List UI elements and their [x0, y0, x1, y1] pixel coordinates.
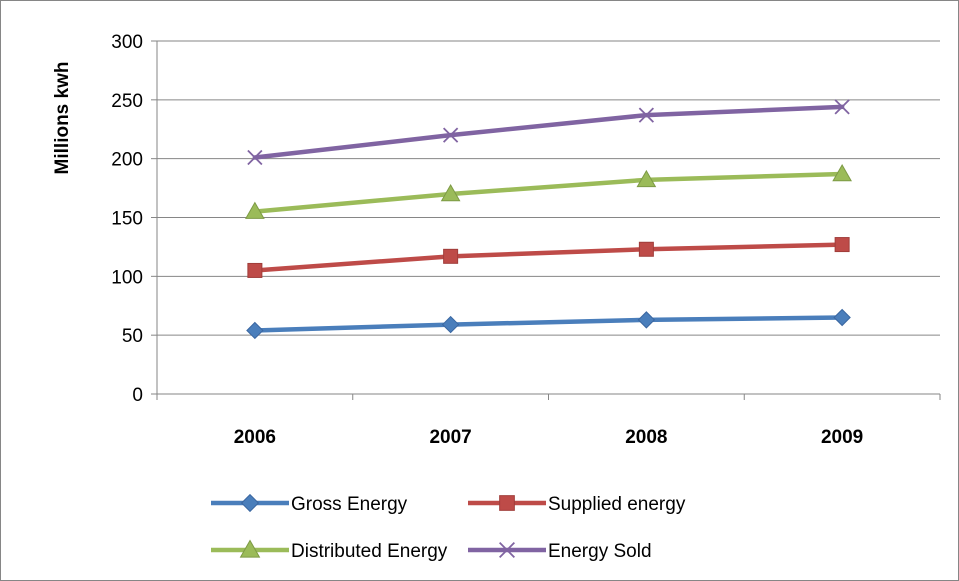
x-axis-ticks: 2006 2007 2008 2009: [156, 394, 941, 448]
y-tick-label: 0: [132, 385, 143, 406]
legend: Gross Energy Supplied energy Distributed E…: [211, 493, 686, 562]
data-point: [440, 183, 461, 202]
y-tick-label: 150: [111, 209, 143, 230]
y-tick-label: 250: [111, 91, 143, 112]
data-point: [834, 237, 850, 253]
y-tick-label: 300: [111, 32, 143, 53]
x-tick-label: 2009: [821, 427, 863, 448]
series-line: [252, 242, 845, 273]
y-tick-label: 50: [122, 326, 143, 347]
legend-label: Energy Sold: [548, 541, 652, 562]
series-line: [252, 171, 845, 214]
legend-marker: [499, 495, 515, 511]
y-axis-title: Millions kwh: [52, 62, 73, 175]
y-tick-label: 100: [111, 267, 143, 288]
legend-label: Gross Energy: [291, 494, 408, 515]
data-point: [247, 149, 263, 166]
x-tick-label: 2007: [429, 427, 471, 448]
data-point: [637, 311, 656, 329]
y-axis-ticks: 0 50 100 150 200 250 300: [111, 32, 157, 406]
legend-item: Energy Sold: [468, 541, 652, 562]
legend-marker: [239, 539, 261, 558]
x-tick-label: 2008: [625, 427, 667, 448]
legend-item: Distributed Energy: [211, 539, 448, 562]
series-lines: [252, 104, 845, 333]
legend-marker: [499, 542, 515, 558]
series-markers: [245, 99, 852, 340]
data-point: [245, 201, 265, 219]
data-point: [636, 169, 657, 188]
data-point: [833, 308, 851, 327]
data-point: [638, 107, 655, 123]
legend-label: Distributed Energy: [291, 541, 448, 562]
data-point: [832, 163, 852, 182]
data-point: [834, 99, 850, 115]
series-line: [252, 315, 845, 333]
y-tick-label: 200: [111, 150, 143, 171]
series-line: [252, 104, 845, 160]
legend-item: Supplied energy: [468, 494, 686, 515]
legend-label: Supplied energy: [548, 494, 686, 515]
data-point: [638, 241, 654, 257]
data-point: [246, 321, 264, 340]
gridlines: [157, 40, 940, 336]
legend-item: Gross Energy: [211, 493, 408, 515]
data-point: [442, 127, 459, 143]
x-tick-label: 2006: [234, 427, 276, 448]
data-point: [443, 248, 459, 264]
legend-marker: [240, 493, 260, 513]
data-point: [247, 262, 263, 278]
data-point: [441, 315, 460, 334]
